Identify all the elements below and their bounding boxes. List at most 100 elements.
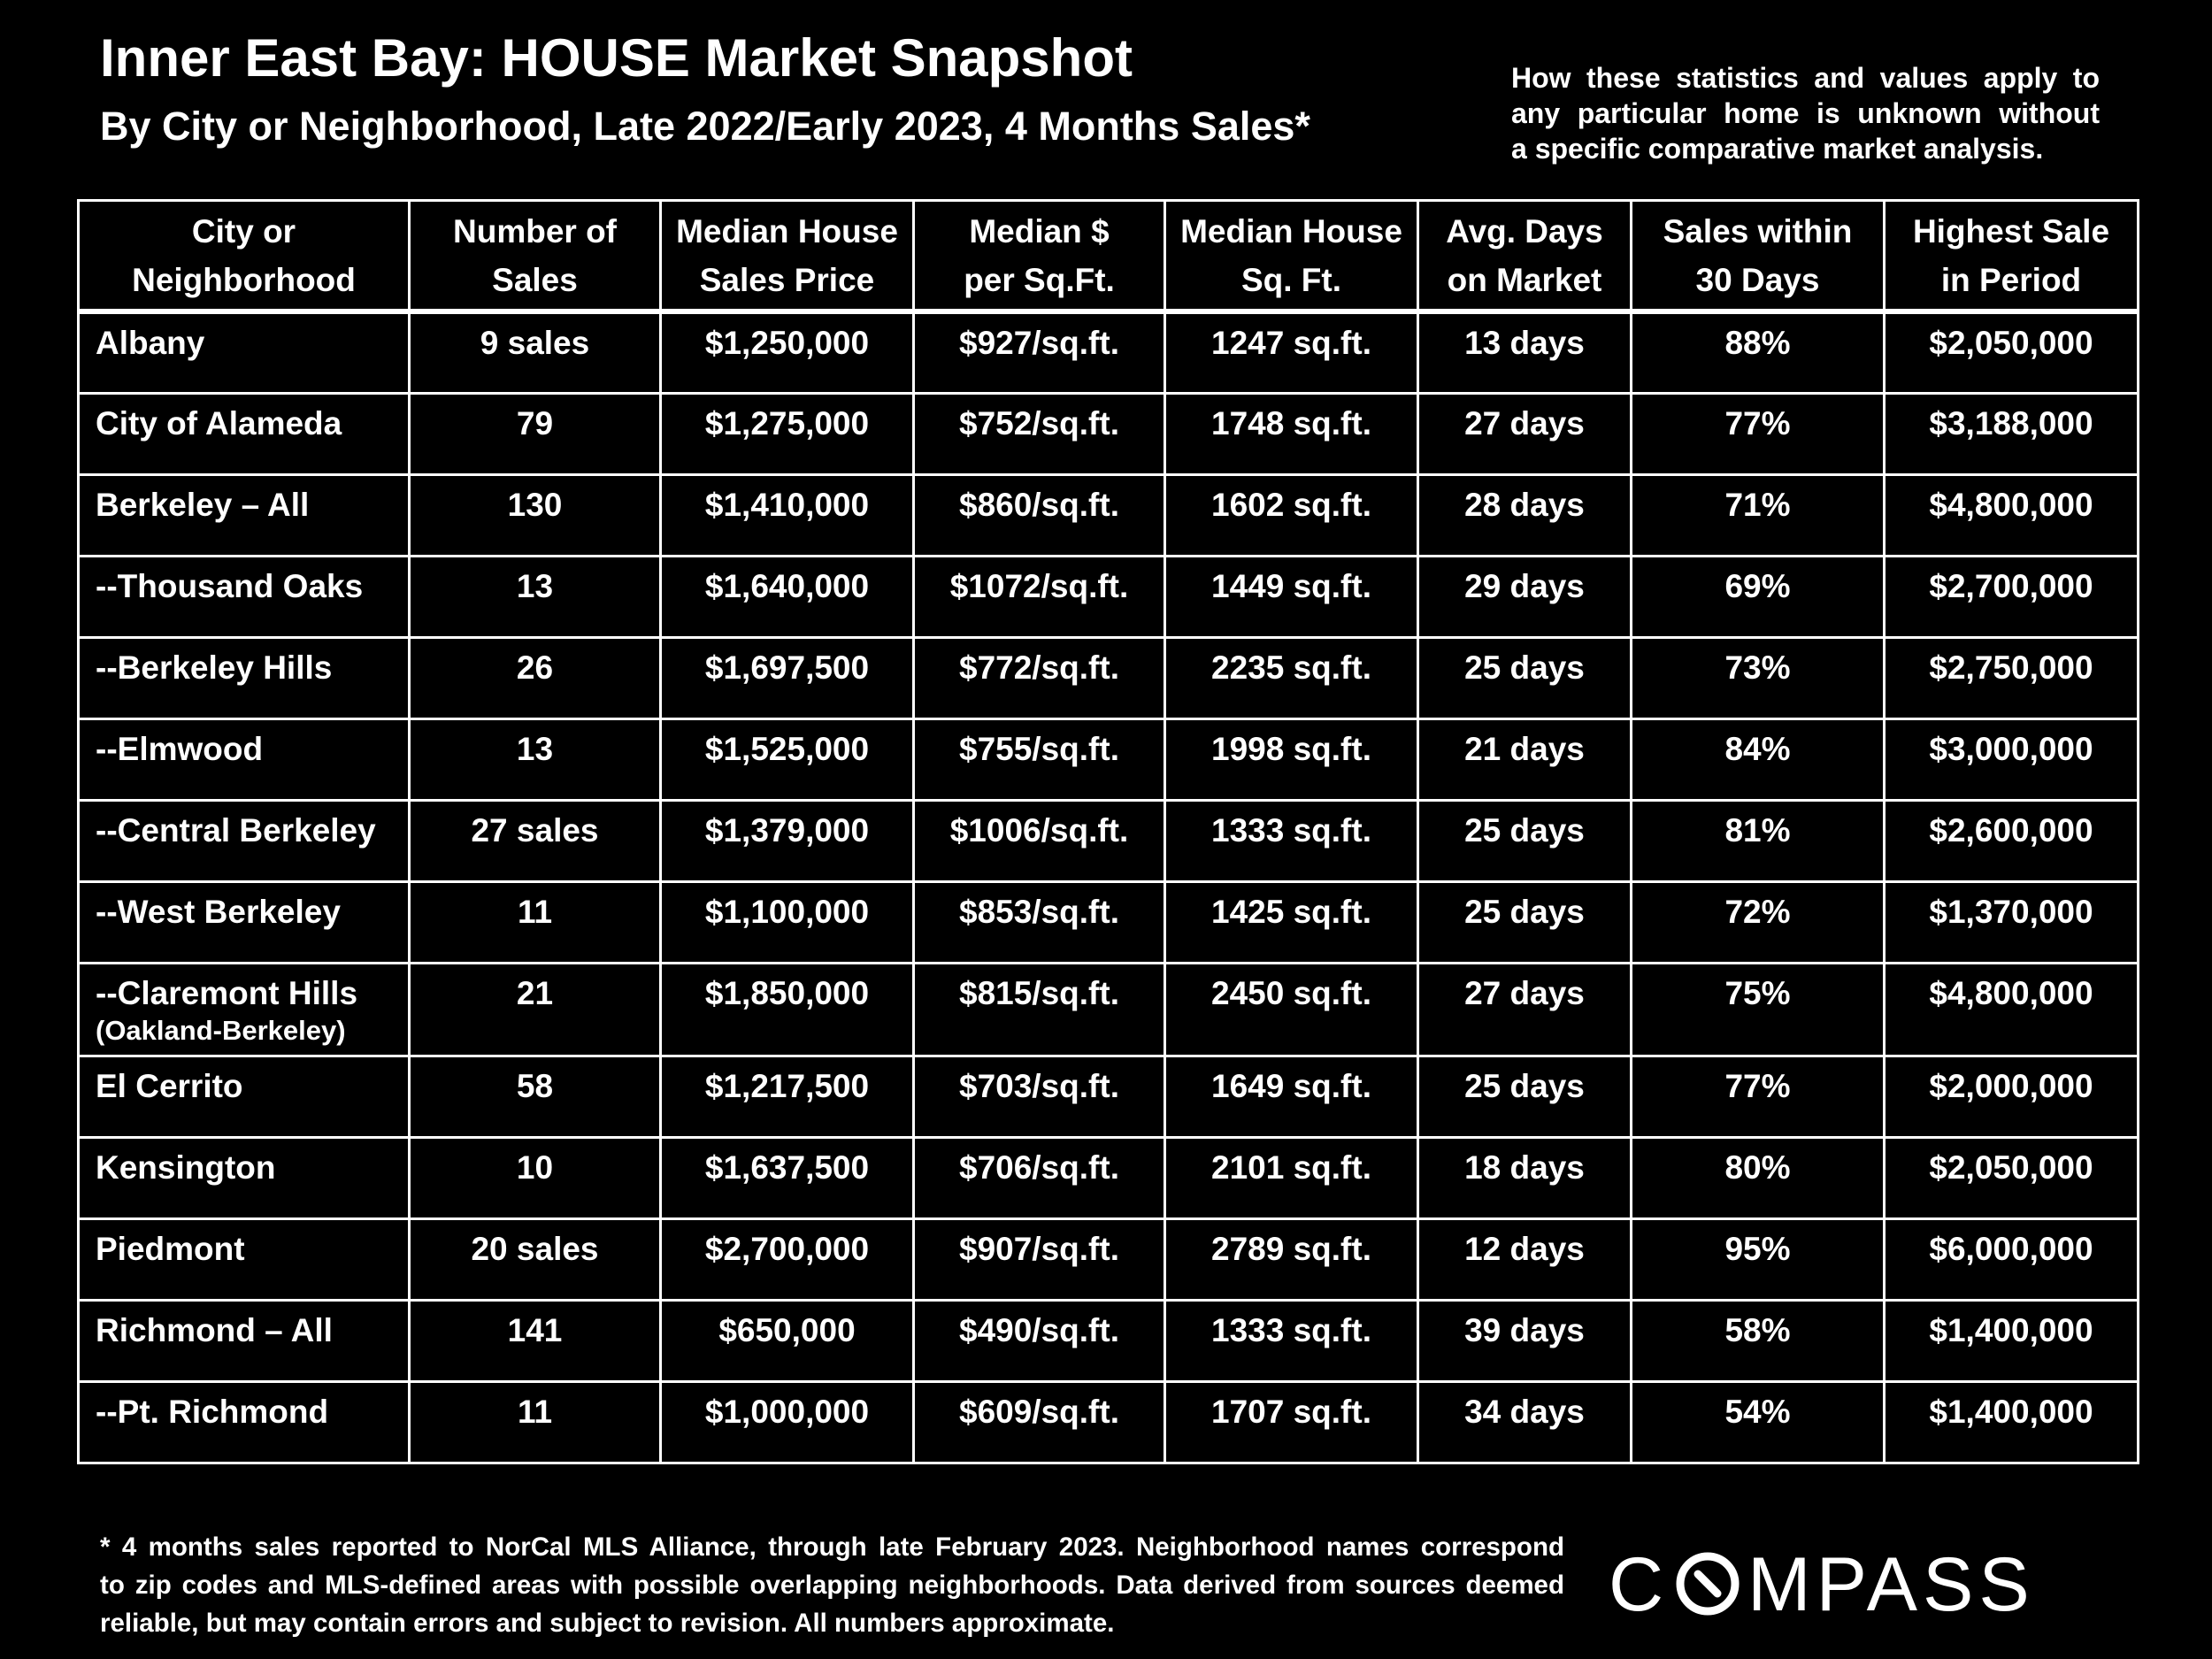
cell-sales-within-30-days: 69% [1630, 554, 1886, 639]
cell-highest-sale: $4,800,000 [1883, 961, 2139, 1057]
cell-days-on-market: 28 days [1417, 472, 1632, 557]
cell-city-name: Kensington [77, 1135, 411, 1220]
cell-median-sqft: 2789 sq.ft. [1164, 1217, 1419, 1302]
cell-highest-sale: $2,000,000 [1883, 1054, 2139, 1139]
logo-text-start: C [1609, 1548, 1669, 1619]
cell-median-price: $1,217,500 [659, 1054, 915, 1139]
cell-price-per-sqft: $752/sq.ft. [912, 391, 1166, 476]
cell-median-sqft: 1425 sq.ft. [1164, 879, 1419, 964]
cell-highest-sale: $2,600,000 [1883, 798, 2139, 883]
cell-sales-within-30-days: 54% [1630, 1379, 1886, 1464]
cell-days-on-market: 21 days [1417, 717, 1632, 802]
column-header-median-sqft: Median House Sq. Ft. [1164, 199, 1419, 314]
cell-price-per-sqft: $703/sq.ft. [912, 1054, 1166, 1139]
table-row: --Central Berkeley 27 sales $1,379,000 $100… [77, 798, 2139, 883]
table-row: --Claremont Hills (Oakland-Berkeley) 21 $1,… [77, 961, 2139, 1057]
table-row: Piedmont 20 sales $2,700,000 $907/sq.ft. 278… [77, 1217, 2139, 1302]
cell-median-sqft: 1998 sq.ft. [1164, 717, 1419, 802]
cell-sales-within-30-days: 71% [1630, 472, 1886, 557]
cell-median-price: $1,410,000 [659, 472, 915, 557]
footnote-line: reliable, but may contain errors and sub… [100, 1609, 1115, 1638]
cell-median-price: $1,275,000 [659, 391, 915, 476]
column-header-highest-sale: Highest Sale in Period [1883, 199, 2139, 314]
cell-number-of-sales: 10 [408, 1135, 662, 1220]
cell-number-of-sales: 141 [408, 1298, 662, 1383]
cell-sales-within-30-days: 75% [1630, 961, 1886, 1057]
cell-median-price: $1,697,500 [659, 635, 915, 720]
cell-price-per-sqft: $853/sq.ft. [912, 879, 1166, 964]
cell-sales-within-30-days: 77% [1630, 1054, 1886, 1139]
cell-sales-within-30-days: 95% [1630, 1217, 1886, 1302]
table-header-row: City or Neighborhood Number of Sales Media… [77, 199, 2139, 314]
cell-price-per-sqft: $490/sq.ft. [912, 1298, 1166, 1383]
cell-price-per-sqft: $706/sq.ft. [912, 1135, 1166, 1220]
table-row: --West Berkeley 11 $1,100,000 $853/sq.ft. 14… [77, 879, 2139, 964]
cell-median-price: $1,100,000 [659, 879, 915, 964]
cell-number-of-sales: 79 [408, 391, 662, 476]
cell-sales-within-30-days: 81% [1630, 798, 1886, 883]
cell-median-price: $650,000 [659, 1298, 915, 1383]
cell-median-price: $1,000,000 [659, 1379, 915, 1464]
cell-days-on-market: 27 days [1417, 391, 1632, 476]
cell-number-of-sales: 27 sales [408, 798, 662, 883]
cell-city-subname: (Oakland-Berkeley) [96, 1014, 346, 1046]
cell-median-price: $1,379,000 [659, 798, 915, 883]
table-row: --Elmwood 13 $1,525,000 $755/sq.ft. 1998 sq.… [77, 717, 2139, 802]
cell-sales-within-30-days: 88% [1630, 310, 1886, 395]
cell-days-on-market: 25 days [1417, 635, 1632, 720]
cell-median-price: $1,637,500 [659, 1135, 915, 1220]
cell-median-price: $2,700,000 [659, 1217, 915, 1302]
cell-city-name: City of Alameda [77, 391, 411, 476]
cell-median-sqft: 2450 sq.ft. [1164, 961, 1419, 1057]
compass-o-icon [1676, 1552, 1740, 1616]
cell-median-price: $1,640,000 [659, 554, 915, 639]
cell-number-of-sales: 13 [408, 717, 662, 802]
cell-highest-sale: $1,370,000 [1883, 879, 2139, 964]
page-title: Inner East Bay: HOUSE Market Snapshot [100, 28, 1133, 88]
column-header-city: City or Neighborhood [77, 199, 411, 314]
footnote-line: to zip codes and MLS-defined areas with … [100, 1571, 1564, 1600]
logo-text-end: MPASS [1747, 1548, 2035, 1619]
cell-sales-within-30-days: 58% [1630, 1298, 1886, 1383]
cell-days-on-market: 13 days [1417, 310, 1632, 395]
cell-median-sqft: 2235 sq.ft. [1164, 635, 1419, 720]
cell-highest-sale: $2,750,000 [1883, 635, 2139, 720]
table-row: City of Alameda 79 $1,275,000 $752/sq.ft. 17… [77, 391, 2139, 476]
cell-number-of-sales: 11 [408, 1379, 662, 1464]
cell-days-on-market: 25 days [1417, 1054, 1632, 1139]
cell-city-name: --Berkeley Hills [77, 635, 411, 720]
cell-median-sqft: 2101 sq.ft. [1164, 1135, 1419, 1220]
disclaimer-line: any particular home is unknown without [1511, 97, 2100, 129]
cell-city-name: --Claremont Hills (Oakland-Berkeley) [77, 961, 411, 1057]
table-row: --Pt. Richmond 11 $1,000,000 $609/sq.ft. 170… [77, 1379, 2139, 1464]
cell-sales-within-30-days: 84% [1630, 717, 1886, 802]
cell-city-name: --Thousand Oaks [77, 554, 411, 639]
cell-highest-sale: $3,188,000 [1883, 391, 2139, 476]
cell-median-sqft: 1333 sq.ft. [1164, 1298, 1419, 1383]
cell-sales-within-30-days: 73% [1630, 635, 1886, 720]
cell-median-sqft: 1748 sq.ft. [1164, 391, 1419, 476]
cell-city-name: Albany [77, 310, 411, 395]
cell-highest-sale: $2,050,000 [1883, 1135, 2139, 1220]
cell-days-on-market: 34 days [1417, 1379, 1632, 1464]
cell-price-per-sqft: $815/sq.ft. [912, 961, 1166, 1057]
cell-price-per-sqft: $755/sq.ft. [912, 717, 1166, 802]
cell-price-per-sqft: $1072/sq.ft. [912, 554, 1166, 639]
cell-number-of-sales: 26 [408, 635, 662, 720]
table-row: --Berkeley Hills 26 $1,697,500 $772/sq.ft. 2… [77, 635, 2139, 720]
cell-highest-sale: $2,050,000 [1883, 310, 2139, 395]
cell-median-price: $1,850,000 [659, 961, 915, 1057]
compass-logo: C MPASS [1609, 1548, 2035, 1619]
cell-days-on-market: 25 days [1417, 798, 1632, 883]
cell-days-on-market: 18 days [1417, 1135, 1632, 1220]
cell-highest-sale: $1,400,000 [1883, 1379, 2139, 1464]
table-row: Richmond – All 141 $650,000 $490/sq.ft. 1333… [77, 1298, 2139, 1383]
cell-highest-sale: $1,400,000 [1883, 1298, 2139, 1383]
cell-number-of-sales: 11 [408, 879, 662, 964]
disclaimer-line: How these statistics and values apply to [1511, 62, 2100, 94]
cell-number-of-sales: 21 [408, 961, 662, 1057]
cell-number-of-sales: 58 [408, 1054, 662, 1139]
column-header-median-price: Median House Sales Price [659, 199, 915, 314]
cell-price-per-sqft: $609/sq.ft. [912, 1379, 1166, 1464]
cell-days-on-market: 25 days [1417, 879, 1632, 964]
